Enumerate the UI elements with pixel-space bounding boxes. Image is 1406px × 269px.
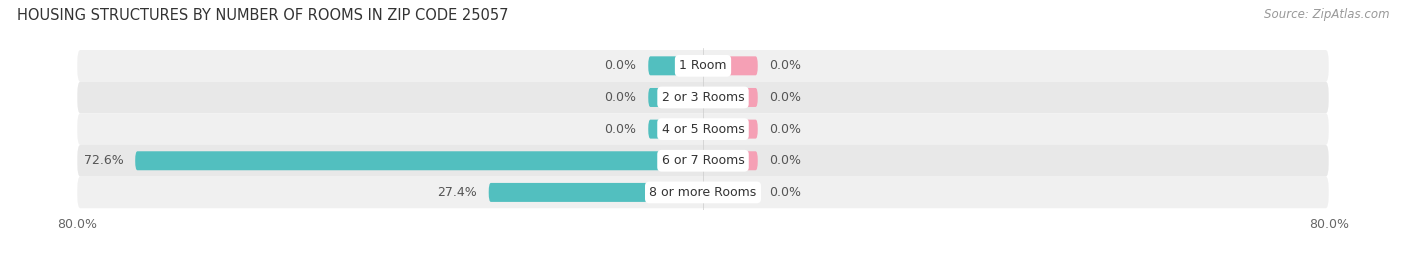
- FancyBboxPatch shape: [703, 183, 758, 202]
- Text: 72.6%: 72.6%: [84, 154, 124, 167]
- FancyBboxPatch shape: [77, 145, 1329, 176]
- FancyBboxPatch shape: [648, 88, 703, 107]
- Text: 0.0%: 0.0%: [769, 154, 801, 167]
- FancyBboxPatch shape: [703, 151, 758, 170]
- FancyBboxPatch shape: [703, 88, 758, 107]
- FancyBboxPatch shape: [77, 82, 1329, 113]
- FancyBboxPatch shape: [135, 151, 703, 170]
- Text: 6 or 7 Rooms: 6 or 7 Rooms: [662, 154, 744, 167]
- Text: 0.0%: 0.0%: [769, 186, 801, 199]
- FancyBboxPatch shape: [648, 56, 703, 75]
- Text: 0.0%: 0.0%: [769, 59, 801, 72]
- FancyBboxPatch shape: [648, 120, 703, 139]
- Text: 1 Room: 1 Room: [679, 59, 727, 72]
- Text: 0.0%: 0.0%: [605, 91, 637, 104]
- Text: 8 or more Rooms: 8 or more Rooms: [650, 186, 756, 199]
- Text: 0.0%: 0.0%: [605, 123, 637, 136]
- Text: 0.0%: 0.0%: [605, 59, 637, 72]
- Text: 0.0%: 0.0%: [769, 91, 801, 104]
- FancyBboxPatch shape: [77, 113, 1329, 145]
- Text: HOUSING STRUCTURES BY NUMBER OF ROOMS IN ZIP CODE 25057: HOUSING STRUCTURES BY NUMBER OF ROOMS IN…: [17, 8, 509, 23]
- Legend: Owner-occupied, Renter-occupied: Owner-occupied, Renter-occupied: [568, 264, 838, 269]
- Text: 2 or 3 Rooms: 2 or 3 Rooms: [662, 91, 744, 104]
- Text: Source: ZipAtlas.com: Source: ZipAtlas.com: [1264, 8, 1389, 21]
- Text: 27.4%: 27.4%: [437, 186, 477, 199]
- FancyBboxPatch shape: [77, 176, 1329, 208]
- Text: 4 or 5 Rooms: 4 or 5 Rooms: [662, 123, 744, 136]
- FancyBboxPatch shape: [77, 50, 1329, 82]
- Text: 0.0%: 0.0%: [769, 123, 801, 136]
- FancyBboxPatch shape: [703, 56, 758, 75]
- FancyBboxPatch shape: [703, 120, 758, 139]
- FancyBboxPatch shape: [489, 183, 703, 202]
